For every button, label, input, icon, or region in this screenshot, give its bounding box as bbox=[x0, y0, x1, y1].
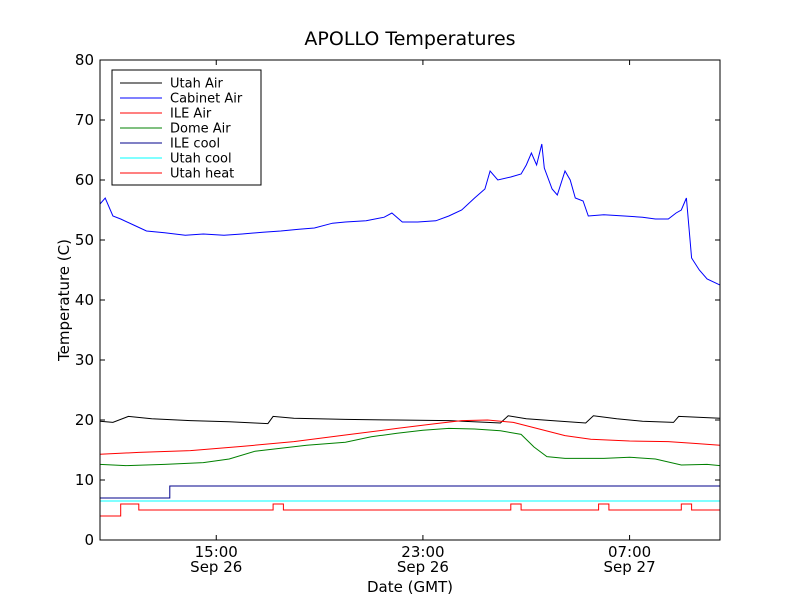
y-tick-label: 60 bbox=[75, 171, 94, 189]
x-tick-label-time: 23:00 bbox=[401, 543, 444, 561]
y-tick-label: 30 bbox=[75, 351, 94, 369]
y-tick-label: 70 bbox=[75, 111, 94, 129]
y-tick-label: 0 bbox=[84, 531, 94, 549]
y-axis-title: Temperature (C) bbox=[55, 239, 73, 362]
x-tick-label-date: Sep 26 bbox=[190, 558, 242, 576]
legend-label: Utah cool bbox=[170, 152, 232, 167]
series-line-utah-air bbox=[100, 415, 720, 425]
legend-label: ILE cool bbox=[170, 137, 220, 152]
y-tick-label: 40 bbox=[75, 291, 94, 309]
series-line-ile-cool bbox=[100, 485, 720, 499]
x-axis-title: Date (GMT) bbox=[367, 578, 453, 596]
legend-label: Utah heat bbox=[170, 167, 234, 182]
series-line-cabinet-air bbox=[100, 143, 720, 286]
x-tick-label-time: 07:00 bbox=[608, 543, 651, 561]
y-tick-label: 50 bbox=[75, 231, 94, 249]
series-line-ile-air bbox=[100, 419, 720, 455]
x-tick-label-time: 15:00 bbox=[195, 543, 238, 561]
legend-label: Utah Air bbox=[170, 77, 223, 92]
y-tick-label: 20 bbox=[75, 411, 94, 429]
legend-label: Dome Air bbox=[170, 122, 231, 137]
x-tick-label-date: Sep 27 bbox=[604, 558, 656, 576]
x-tick-label-date: Sep 26 bbox=[397, 558, 449, 576]
series-line-dome-air bbox=[100, 427, 720, 467]
series-line-utah-heat bbox=[100, 503, 720, 517]
legend-label: ILE Air bbox=[170, 107, 212, 122]
y-tick-label: 10 bbox=[75, 471, 94, 489]
y-tick-label: 80 bbox=[75, 51, 94, 69]
chart-title: APOLLO Temperatures bbox=[304, 28, 515, 50]
plot-area bbox=[100, 143, 720, 517]
legend-label: Cabinet Air bbox=[170, 92, 243, 107]
